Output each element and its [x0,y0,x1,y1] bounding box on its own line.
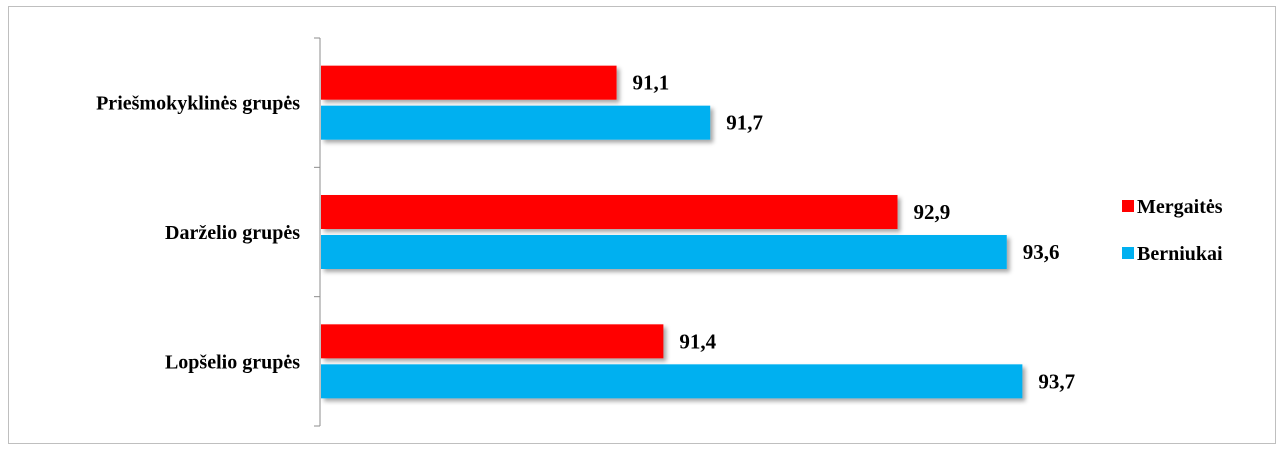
bar-berniukai [321,105,711,140]
data-label: 93,7 [1038,369,1075,393]
data-label: 92,9 [914,200,951,224]
bar-berniukai [321,364,1023,399]
legend-swatch-mergaites [1122,200,1134,212]
category-label: Priešmokyklinės grupės [96,93,300,115]
data-label: 93,6 [1023,240,1060,264]
legend-label-mergaites: Mergaitės [1137,196,1223,218]
category-label: Darželio grupės [165,222,300,244]
data-label: 91,1 [633,71,670,95]
legend-swatch-berniukai [1122,247,1134,259]
data-label: 91,4 [679,329,716,353]
bar-mergaites [321,324,664,359]
legend-label-berniukai: Berniukai [1137,243,1223,265]
category-label: Lopšelio grupės [165,351,300,373]
bar-berniukai [321,235,1007,269]
bar-mergaites [321,195,898,229]
data-label: 91,7 [726,111,763,135]
bar-mergaites [321,65,617,100]
